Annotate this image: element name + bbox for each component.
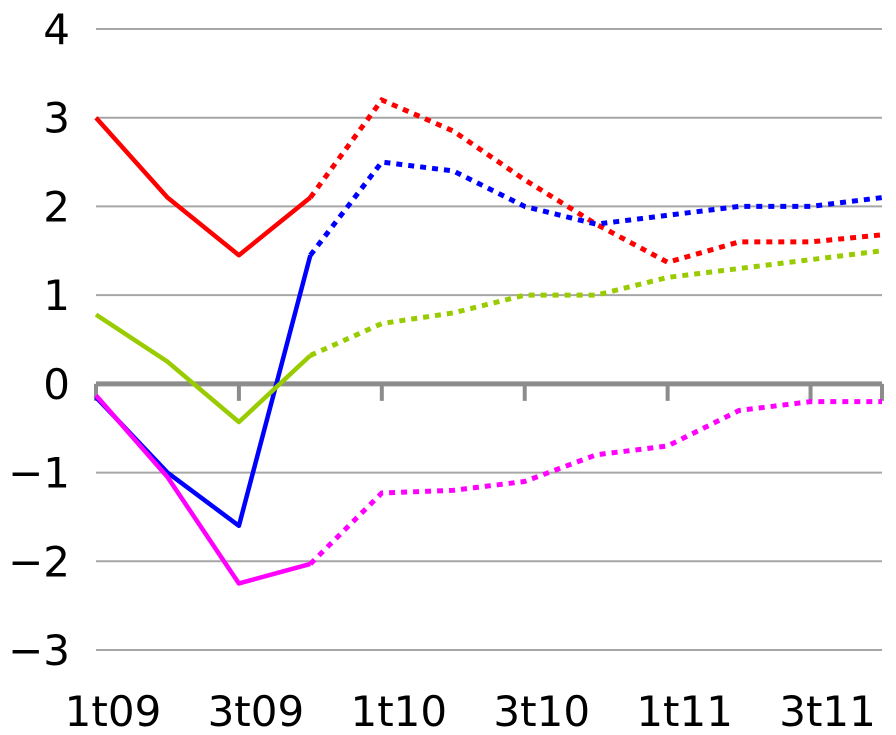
x-axis-tick-labels: 1t09 3t09 1t10 3t10 1t11 3t11 <box>65 687 876 735</box>
series-3-solid-line <box>94 312 312 425</box>
y-tick-label: −3 <box>8 626 70 675</box>
series-4-solid-line <box>94 393 311 586</box>
gridlines <box>96 28 882 651</box>
x-tick-label: 1t09 <box>65 687 162 735</box>
y-tick-label: 4 <box>43 5 70 54</box>
series-1-dotted-line <box>308 96 883 266</box>
x-tick-label: 3t11 <box>779 687 876 735</box>
series-lines <box>94 96 883 586</box>
y-tick-label: 1 <box>43 271 70 320</box>
x-tick-label: 3t09 <box>208 687 305 735</box>
y-tick-label: 2 <box>43 182 70 231</box>
y-tick-label: −2 <box>8 537 70 586</box>
x-tick-label: 3t10 <box>493 687 590 735</box>
series-1-solid-line <box>94 116 312 258</box>
y-axis-tick-labels: −3 −2 −1 0 1 2 3 4 <box>8 5 70 675</box>
x-tick-label: 1t11 <box>636 687 733 735</box>
x-axis <box>94 381 884 401</box>
y-tick-label: 3 <box>43 94 70 143</box>
y-tick-label: −1 <box>8 449 70 498</box>
series-3-dotted-line <box>309 248 883 358</box>
y-tick-label: 0 <box>43 360 70 409</box>
series-4-dotted-line <box>308 399 882 566</box>
x-tick-label: 1t10 <box>350 687 447 735</box>
